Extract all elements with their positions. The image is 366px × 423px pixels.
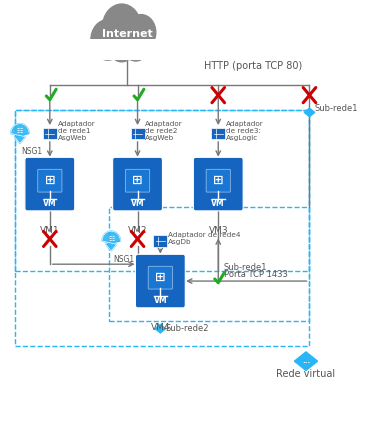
Text: VM3: VM3 bbox=[208, 226, 228, 235]
Text: Adaptador
de rede2
AsgWeb: Adaptador de rede2 AsgWeb bbox=[145, 121, 183, 141]
Circle shape bbox=[91, 19, 124, 60]
FancyBboxPatch shape bbox=[90, 39, 164, 60]
FancyBboxPatch shape bbox=[126, 169, 150, 192]
FancyBboxPatch shape bbox=[193, 157, 243, 211]
Text: ...: ... bbox=[302, 358, 310, 364]
Text: Internet: Internet bbox=[102, 30, 152, 39]
Text: VM: VM bbox=[43, 199, 57, 208]
FancyBboxPatch shape bbox=[43, 128, 57, 140]
Text: ⊞: ⊞ bbox=[155, 271, 165, 284]
Text: ⊞: ⊞ bbox=[213, 174, 224, 187]
Text: ☷: ☷ bbox=[108, 236, 114, 242]
Polygon shape bbox=[102, 231, 120, 251]
FancyBboxPatch shape bbox=[135, 254, 185, 308]
Circle shape bbox=[108, 30, 135, 62]
Text: HTTP (porta TCP 80): HTTP (porta TCP 80) bbox=[204, 61, 302, 71]
Polygon shape bbox=[11, 124, 29, 143]
Text: VM4: VM4 bbox=[150, 323, 170, 332]
Polygon shape bbox=[294, 352, 318, 371]
Text: Adaptador de rede4
AsgDb: Adaptador de rede4 AsgDb bbox=[168, 232, 240, 245]
Text: Sub-rede1: Sub-rede1 bbox=[224, 263, 267, 272]
Text: Sub-rede2: Sub-rede2 bbox=[165, 324, 209, 333]
Text: ☷: ☷ bbox=[17, 129, 23, 135]
Text: Porta TCP 1433: Porta TCP 1433 bbox=[224, 270, 287, 279]
Text: VM: VM bbox=[131, 199, 144, 208]
Text: ⊞: ⊞ bbox=[132, 174, 143, 187]
Text: VM2: VM2 bbox=[128, 226, 147, 235]
Text: ⊞: ⊞ bbox=[45, 174, 55, 187]
Polygon shape bbox=[155, 324, 165, 333]
FancyBboxPatch shape bbox=[206, 169, 230, 192]
Text: VM: VM bbox=[212, 199, 225, 208]
FancyBboxPatch shape bbox=[113, 157, 163, 211]
Circle shape bbox=[126, 15, 156, 50]
Circle shape bbox=[123, 29, 149, 61]
FancyBboxPatch shape bbox=[25, 157, 75, 211]
Text: Rede virtual: Rede virtual bbox=[276, 369, 336, 379]
Text: VM: VM bbox=[154, 296, 167, 305]
Text: NSG1: NSG1 bbox=[22, 147, 43, 156]
FancyBboxPatch shape bbox=[211, 128, 225, 140]
FancyBboxPatch shape bbox=[38, 169, 62, 192]
FancyBboxPatch shape bbox=[153, 235, 167, 247]
FancyBboxPatch shape bbox=[148, 266, 172, 289]
Polygon shape bbox=[304, 108, 315, 117]
Circle shape bbox=[102, 4, 141, 50]
Text: VM1: VM1 bbox=[40, 226, 60, 235]
Text: Sub-rede1: Sub-rede1 bbox=[315, 104, 358, 113]
FancyBboxPatch shape bbox=[131, 128, 145, 140]
Text: Adaptador
de rede3:
AsgLogic: Adaptador de rede3: AsgLogic bbox=[226, 121, 264, 141]
Text: NSG1: NSG1 bbox=[113, 255, 134, 264]
Text: Adaptador
de rede1
AsgWeb: Adaptador de rede1 AsgWeb bbox=[57, 121, 95, 141]
